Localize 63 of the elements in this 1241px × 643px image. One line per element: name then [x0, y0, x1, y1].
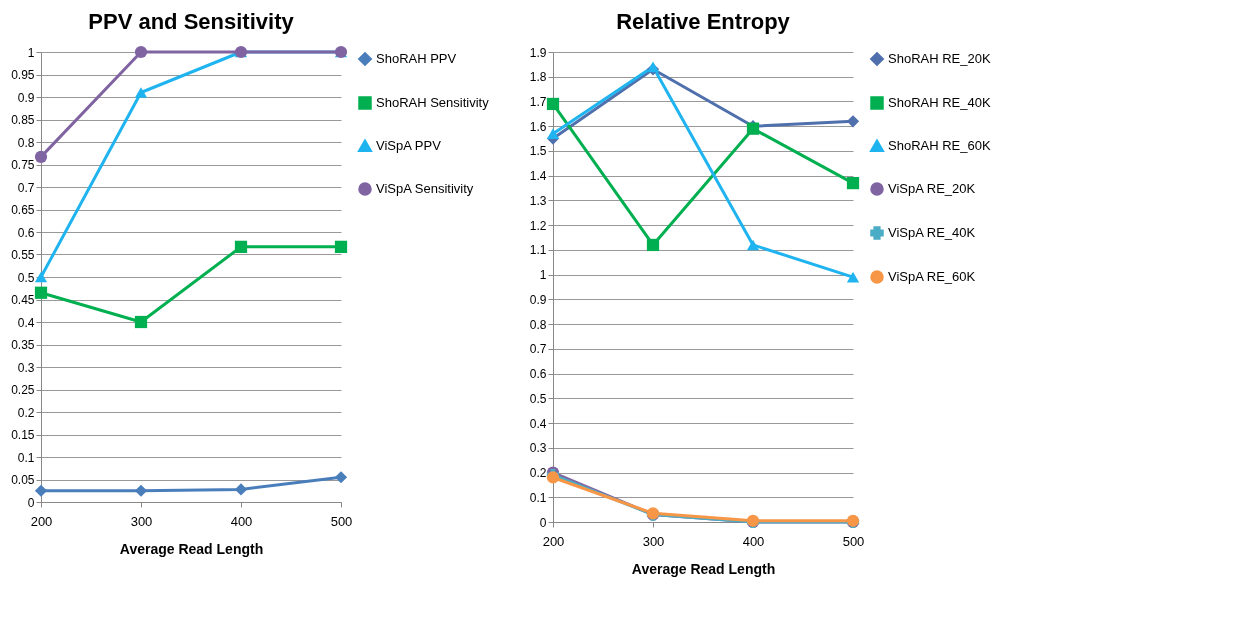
y-tick-label: 1.1 [529, 243, 547, 258]
y-tick-label: 0.6 [529, 367, 547, 382]
x-axis-title: Average Read Length [631, 560, 776, 577]
y-tick-label: 0.1 [529, 490, 547, 505]
y-tick-label: 0.3 [17, 360, 35, 375]
y-tick-label: 0 [539, 515, 547, 530]
x-tick-label: 300 [130, 513, 153, 529]
y-tick-label: 0.6 [17, 225, 35, 240]
x-tick-label: 500 [842, 533, 865, 549]
chart-title: PPV and Sensitivity [88, 8, 295, 34]
y-tick-label: 1.4 [529, 169, 547, 184]
x-tick-label: 200 [30, 513, 53, 529]
legend-label: ShoRAH Sensitivity [376, 95, 490, 110]
y-tick-label: 0.4 [17, 315, 35, 330]
y-tick-label: 0 [27, 495, 35, 510]
y-tick-label: 0.35 [11, 338, 35, 352]
legend-label: ViSpA RE_40K [888, 225, 976, 240]
y-tick-label: 0.5 [17, 270, 35, 285]
y-tick-label: 0.75 [11, 158, 35, 172]
y-tick-label: 0.05 [11, 473, 35, 487]
legend-label: ShoRAH RE_60K [888, 138, 991, 153]
y-tick-label: 0.85 [11, 113, 35, 127]
x-tick-label: 400 [230, 513, 253, 529]
y-tick-label: 0.4 [529, 416, 547, 431]
y-tick-label: 0.5 [529, 391, 547, 406]
x-axis-title: Average Read Length [119, 540, 264, 557]
y-tick-label: 1 [27, 45, 35, 60]
y-tick-label: 0.9 [529, 292, 547, 307]
y-tick-label: 1.9 [529, 45, 547, 60]
y-tick-label: 0.7 [529, 342, 547, 357]
y-tick-label: 1.8 [529, 70, 547, 85]
y-tick-label: 1.5 [529, 144, 547, 159]
y-tick-label: 0.2 [17, 405, 35, 420]
y-tick-label: 0.25 [11, 383, 35, 397]
y-tick-label: 1 [539, 268, 547, 283]
legend-label: ShoRAH RE_20K [888, 51, 991, 66]
x-tick-label: 200 [542, 533, 565, 549]
y-tick-label: 0.95 [11, 68, 35, 82]
y-tick-label: 0.8 [529, 317, 547, 332]
legend-label: ViSpA RE_20K [888, 181, 976, 196]
y-tick-label: 0.7 [17, 180, 35, 195]
legend-label: ViSpA PPV [376, 138, 442, 153]
y-tick-label: 1.6 [529, 119, 547, 134]
y-tick-label: 0.65 [11, 203, 35, 217]
x-tick-label: 500 [330, 513, 353, 529]
chart-title: Relative Entropy [616, 9, 791, 34]
y-tick-label: 1.3 [529, 193, 547, 208]
y-tick-label: 0.3 [529, 441, 547, 456]
legend-label: ShoRAH PPV [376, 51, 457, 66]
legend-label: ViSpA RE_60K [888, 269, 976, 284]
y-tick-label: 1.7 [529, 94, 547, 109]
legend-label: ShoRAH RE_40K [888, 95, 991, 110]
x-tick-label: 400 [742, 533, 765, 549]
x-tick-label: 300 [642, 533, 665, 549]
y-tick-label: 0.15 [11, 428, 35, 442]
legend-label: ViSpA Sensitivity [376, 181, 474, 196]
y-tick-label: 0.8 [17, 135, 35, 150]
y-tick-label: 0.55 [11, 248, 35, 262]
y-tick-label: 0.45 [11, 293, 35, 307]
y-tick-label: 0.1 [17, 450, 35, 465]
y-tick-label: 1.2 [529, 218, 547, 233]
y-tick-label: 0.9 [17, 90, 35, 105]
y-tick-label: 0.2 [529, 466, 547, 481]
